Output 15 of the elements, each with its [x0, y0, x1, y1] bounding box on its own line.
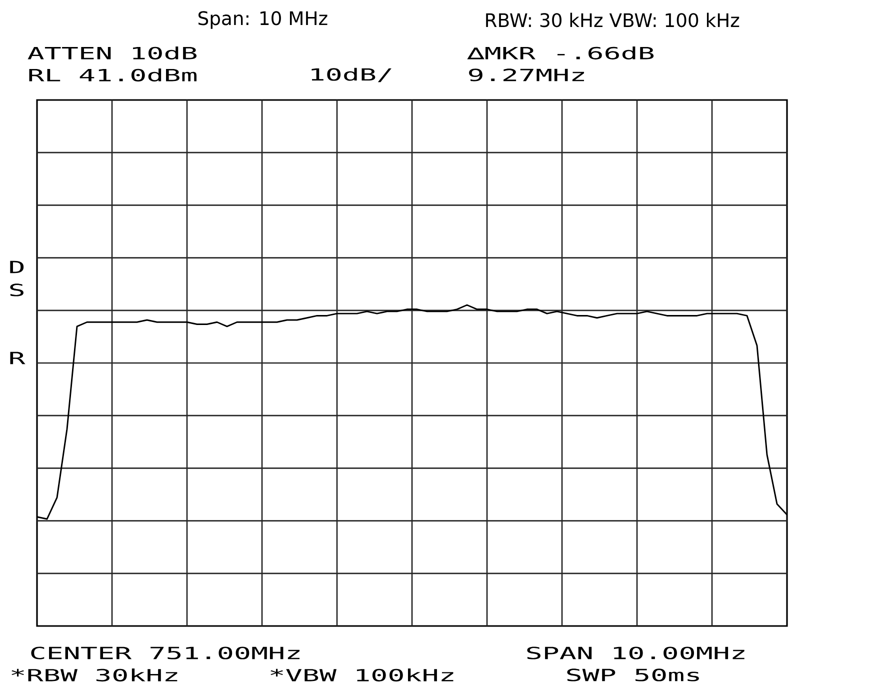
text: R: [10, 352, 26, 364]
text: Span: 10 MHz: [198, 11, 328, 29]
text: ∆MKR -.66dB: [467, 46, 654, 60]
text: CENTER 751.00MHz: [31, 646, 300, 660]
text: SPAN 10.00MHz: [527, 646, 744, 660]
text: 9.27MHz: [469, 68, 584, 82]
text: RBW: 30 kHz VBW: 100 kHz: [486, 12, 740, 28]
text: ATTEN 10dB: [28, 46, 197, 60]
text: D: [10, 260, 24, 274]
text: S: [10, 284, 24, 296]
text: *RBW 30kHz: [12, 668, 178, 682]
text: RL 41.0dBm: [29, 68, 196, 82]
text: 10dB/: [312, 68, 392, 82]
text: SWP 50ms: [567, 668, 699, 682]
text: *VBW 100kHz: [270, 668, 454, 682]
